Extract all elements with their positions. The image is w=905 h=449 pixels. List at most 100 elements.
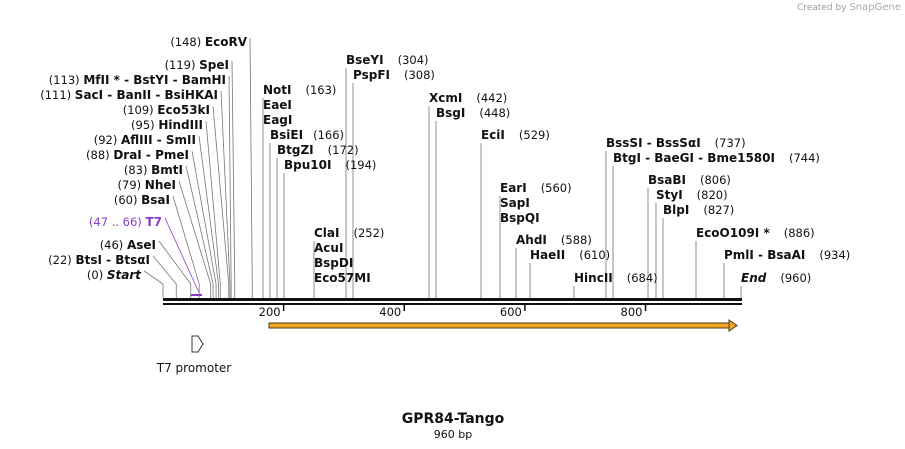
site-position: (529) xyxy=(519,128,550,142)
right-site-label[interactable]: BlpI (827) xyxy=(663,203,734,217)
t7-promoter-label: T7 promoter xyxy=(156,361,232,375)
site-position: (448) xyxy=(479,106,510,120)
right-site-label[interactable]: StyI (820) xyxy=(656,188,728,202)
site-position: (148) xyxy=(170,35,205,49)
orf-arrow-head xyxy=(728,319,738,332)
right-site-label[interactable]: BspQI xyxy=(500,211,540,225)
right-site-label[interactable]: BspDI xyxy=(314,256,353,270)
left-site-label[interactable]: (46) AseI xyxy=(100,238,156,252)
left-site-label[interactable]: (95) HindIII xyxy=(131,118,203,132)
site-position: (960) xyxy=(780,271,811,285)
site-name: Eco53kI xyxy=(157,103,210,117)
orf-arrow[interactable] xyxy=(268,319,738,332)
right-site-label[interactable]: EarI (560) xyxy=(500,181,572,195)
site-name: XcmI xyxy=(429,91,462,105)
right-site-label[interactable]: Bpu10I (194) xyxy=(284,158,376,172)
left-site-connector xyxy=(205,120,221,298)
right-site-label[interactable]: HincII (684) xyxy=(574,271,658,285)
right-site-label[interactable]: BseYI (304) xyxy=(346,53,429,67)
right-site-label[interactable]: ClaI (252) xyxy=(314,226,384,240)
site-name: BsgI xyxy=(436,106,465,120)
site-name: BsaI xyxy=(141,193,170,207)
site-position: (83) xyxy=(124,163,151,177)
snapgene-brand: SnapGene xyxy=(849,2,901,13)
site-position: (166) xyxy=(313,128,344,142)
site-position: (46) xyxy=(100,238,127,252)
left-site-connector xyxy=(158,240,192,298)
site-name: PmlI - BsaAI xyxy=(724,248,805,262)
right-site-label[interactable]: EaeI xyxy=(263,98,292,112)
left-site-label[interactable]: (111) SacI - BanII - BsiHKAI xyxy=(40,88,218,102)
site-name: HindIII xyxy=(158,118,203,132)
right-site-label[interactable]: EcoO109I * (886) xyxy=(696,226,815,240)
right-site-label[interactable]: BsiEI (166) xyxy=(270,128,344,142)
right-site-label[interactable]: BtgZI (172) xyxy=(277,143,359,157)
right-site-label[interactable]: BtgI - BaeGI - Bme1580I (744) xyxy=(613,151,820,165)
site-position: (92) xyxy=(94,133,121,147)
right-site-label[interactable]: PspFI (308) xyxy=(353,68,435,82)
left-site-label[interactable]: (113) MfII * - BstYI - BamHI xyxy=(49,73,226,87)
right-site-label[interactable]: BsaBI (806) xyxy=(648,173,731,187)
right-site-label[interactable]: Eco57MI xyxy=(314,271,371,285)
site-name: Bpu10I xyxy=(284,158,331,172)
orf-arrow-body xyxy=(268,322,732,329)
t7-feature-mark xyxy=(191,294,202,296)
left-site-connector xyxy=(172,195,200,298)
left-site-label[interactable]: (109) Eco53kI xyxy=(123,103,210,117)
site-name: Start xyxy=(107,268,142,282)
left-site-connector xyxy=(152,255,177,298)
site-position: (119) xyxy=(165,58,200,72)
site-position: (886) xyxy=(784,226,815,240)
site-position: (442) xyxy=(476,91,507,105)
map-title: GPR84-Tango xyxy=(402,411,505,427)
site-position: (0) xyxy=(87,268,107,282)
t7-promoter-arrow-icon[interactable] xyxy=(191,335,204,353)
right-site-label[interactable]: AcuI xyxy=(314,241,343,255)
site-position: (308) xyxy=(404,68,435,82)
right-site-label[interactable]: BssSI - BssSαI (737) xyxy=(606,136,746,150)
left-site-connector xyxy=(249,37,253,298)
site-position: (737) xyxy=(715,136,746,150)
site-name: BlpI xyxy=(663,203,689,217)
site-name: BtgI - BaeGI - Bme1580I xyxy=(613,151,775,165)
left-site-connector xyxy=(164,217,200,293)
site-name: BsaBI xyxy=(648,173,686,187)
left-site-label[interactable]: (148) EcoRV xyxy=(170,35,247,49)
left-site-label[interactable]: (47 .. 66) T7 xyxy=(89,215,162,229)
left-site-label[interactable]: (119) SpeI xyxy=(165,58,229,72)
right-site-label[interactable]: EagI xyxy=(263,113,292,127)
site-position: (827) xyxy=(703,203,734,217)
right-site-label[interactable]: SapI xyxy=(500,196,530,210)
site-position: (934) xyxy=(819,248,850,262)
site-labels: (148) EcoRV (119) SpeI(113) MfII * - BstY… xyxy=(40,35,850,285)
site-position: (806) xyxy=(700,173,731,187)
right-site-label[interactable]: End (960) xyxy=(741,271,811,285)
left-site-label[interactable]: (92) AflIII - SmII xyxy=(94,133,196,147)
site-name: End xyxy=(741,271,767,285)
right-site-label[interactable]: XcmI (442) xyxy=(429,91,507,105)
site-position: (60) xyxy=(114,193,141,207)
right-site-label[interactable]: BsgI (448) xyxy=(436,106,510,120)
left-site-connector xyxy=(198,135,219,298)
left-site-label[interactable]: (79) NheI xyxy=(118,178,176,192)
left-site-label[interactable]: (22) BtsI - BtsαI xyxy=(48,253,150,267)
site-name: NheI xyxy=(145,178,176,192)
right-site-label[interactable]: AhdI (588) xyxy=(516,233,592,247)
left-site-label[interactable]: (0) Start xyxy=(87,268,142,282)
site-name: HaeII xyxy=(530,248,565,262)
left-site-label[interactable]: (60) BsaI xyxy=(114,193,170,207)
site-position: (111) xyxy=(40,88,75,102)
right-site-label[interactable]: PmlI - BsaAI (934) xyxy=(724,248,850,262)
right-site-label[interactable]: NotI (163) xyxy=(263,83,336,97)
left-site-label[interactable]: (83) BmtI xyxy=(124,163,183,177)
site-position: (163) xyxy=(306,83,337,97)
left-site-connector xyxy=(220,90,231,298)
site-name: AflIII - SmII xyxy=(121,133,196,147)
map-length: 960 bp xyxy=(434,428,472,441)
site-position: (95) xyxy=(131,118,158,132)
site-name: BseYI xyxy=(346,53,384,67)
right-site-label[interactable]: HaeII (610) xyxy=(530,248,610,262)
left-site-label[interactable]: (88) DraI - PmeI xyxy=(86,148,189,162)
right-site-label[interactable]: EciI (529) xyxy=(481,128,550,142)
